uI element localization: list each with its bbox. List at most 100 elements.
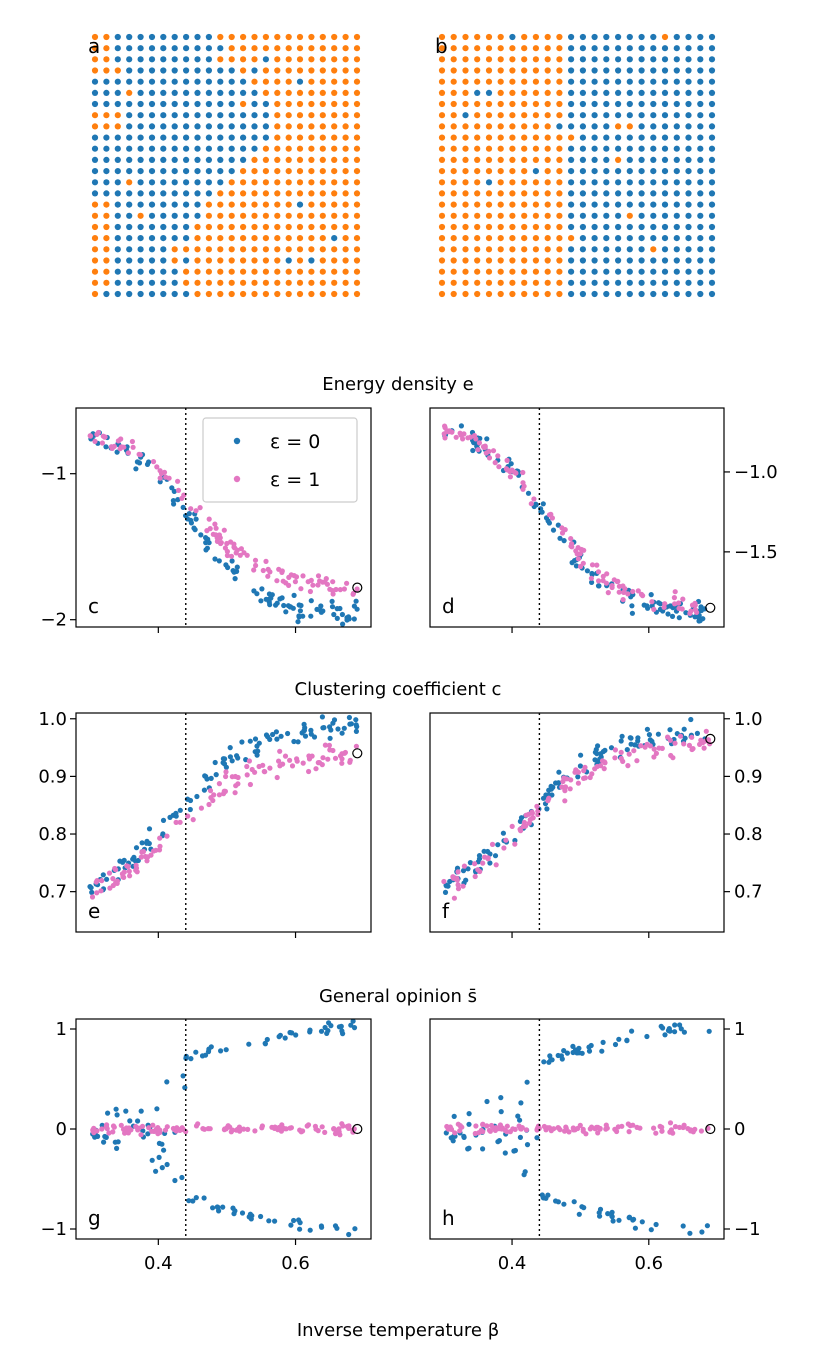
point xyxy=(653,1221,659,1228)
lattice-node xyxy=(183,33,190,41)
lattice-node xyxy=(240,112,247,119)
point xyxy=(525,490,532,496)
lattice-node xyxy=(353,45,361,52)
lattice-node xyxy=(661,246,669,253)
point xyxy=(223,562,229,568)
lattice-node xyxy=(708,33,716,41)
lattice-node xyxy=(114,268,121,275)
lattice-node xyxy=(137,45,144,52)
lattice-node xyxy=(708,78,716,85)
lattice-node xyxy=(438,246,446,253)
lattice-node xyxy=(556,45,563,52)
lattice-node xyxy=(353,246,361,253)
y-tick-label: 0 xyxy=(56,1119,67,1140)
point xyxy=(272,1124,278,1130)
point xyxy=(313,766,319,772)
lattice-node xyxy=(673,201,680,208)
lattice-node xyxy=(591,223,598,231)
point xyxy=(252,736,259,742)
lattice-node xyxy=(296,235,304,242)
point xyxy=(690,746,696,752)
point xyxy=(555,522,561,528)
lattice-node xyxy=(342,179,349,186)
lattice-node xyxy=(160,246,167,253)
point xyxy=(499,1125,505,1131)
point xyxy=(144,858,150,864)
point xyxy=(347,721,353,727)
point xyxy=(150,1122,156,1128)
point xyxy=(682,735,688,741)
point xyxy=(625,591,631,597)
point xyxy=(307,1227,313,1233)
lattice-node xyxy=(262,279,269,286)
lattice-node xyxy=(474,201,481,208)
lattice-node xyxy=(194,201,201,208)
point xyxy=(150,459,157,465)
lattice-node xyxy=(217,100,224,108)
lattice-node xyxy=(708,257,716,264)
lattice-node xyxy=(708,246,716,253)
point xyxy=(631,1216,637,1222)
point xyxy=(154,464,160,470)
lattice-node xyxy=(126,112,133,119)
lattice-node xyxy=(342,290,349,298)
lattice-node xyxy=(183,190,190,197)
point xyxy=(493,1125,499,1131)
lattice-node xyxy=(137,56,144,63)
lattice-node xyxy=(450,56,457,63)
point xyxy=(206,801,212,808)
point xyxy=(188,520,194,526)
point xyxy=(289,763,296,769)
point xyxy=(331,717,338,723)
lattice-node xyxy=(171,168,178,175)
lattice-node xyxy=(91,212,99,219)
point xyxy=(616,589,622,595)
lattice-node xyxy=(114,201,121,208)
lattice-node xyxy=(331,290,338,298)
lattice-node xyxy=(591,45,598,52)
point xyxy=(267,602,273,608)
lattice-node xyxy=(353,112,361,119)
point xyxy=(697,607,704,613)
lattice-node xyxy=(708,268,716,275)
point xyxy=(595,569,602,575)
point xyxy=(517,818,524,825)
lattice-node xyxy=(556,112,563,119)
lattice-node xyxy=(626,134,633,141)
point xyxy=(277,763,283,769)
point xyxy=(296,613,302,619)
lattice-node xyxy=(160,156,167,163)
point xyxy=(262,1040,268,1046)
point xyxy=(480,1146,486,1152)
y-tick-label: −1 xyxy=(40,1219,67,1240)
point xyxy=(644,1033,650,1040)
point xyxy=(291,592,297,599)
point xyxy=(351,603,357,609)
lattice-node xyxy=(568,100,575,108)
point xyxy=(638,591,645,598)
lattice-node xyxy=(603,257,610,264)
lattice-node xyxy=(91,190,99,197)
axes-frame xyxy=(75,712,372,933)
lattice-node xyxy=(228,45,235,52)
lattice-node xyxy=(638,257,645,264)
lattice-node xyxy=(544,223,551,231)
point xyxy=(649,599,655,605)
lattice-node xyxy=(137,290,144,298)
lattice-node xyxy=(228,246,235,253)
lattice-node xyxy=(353,223,361,231)
point xyxy=(100,872,106,878)
lattice-node xyxy=(650,78,657,85)
lattice-node xyxy=(615,67,622,74)
lattice-node xyxy=(353,212,361,219)
lattice-node xyxy=(591,78,598,85)
point xyxy=(244,772,250,778)
lattice-node xyxy=(697,134,704,141)
lattice-node xyxy=(126,235,133,242)
lattice-node xyxy=(438,89,446,96)
lattice-node xyxy=(556,56,563,63)
point xyxy=(624,747,630,753)
point xyxy=(618,738,624,744)
lattice-node xyxy=(568,279,575,286)
